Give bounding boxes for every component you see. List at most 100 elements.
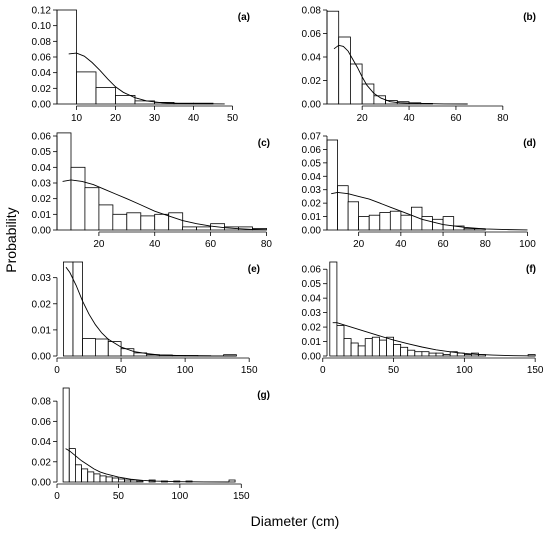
histogram-bar: [136, 480, 144, 483]
histogram-bar: [140, 215, 156, 231]
x-tick-label: 20: [93, 239, 105, 250]
histogram-panel: 0.00 0.01 0.02 0.03 0.04 0.05 0.06 0.07 20 40 60 80…: [302, 132, 537, 251]
histogram-bar: [463, 228, 476, 231]
histogram-bar: [428, 352, 437, 357]
histogram-bar: [364, 338, 373, 357]
x-tick-label: 60: [437, 239, 449, 250]
x-tick-label: 100: [172, 491, 189, 502]
y-tick-label: 0.02: [32, 457, 52, 468]
histogram-bar: [421, 351, 430, 357]
panel-label: (d): [523, 138, 536, 149]
y-tick-label: 0.03: [302, 185, 322, 196]
histogram-bar: [95, 338, 109, 357]
histogram-bar: [93, 473, 101, 483]
y-tick-label: 0.00: [32, 478, 52, 489]
histogram-bar: [407, 349, 416, 357]
histogram-bar: [329, 261, 338, 357]
histogram-bar: [120, 348, 135, 357]
y-axis-title: Probability: [3, 207, 19, 272]
y-tick-label: 0.00: [302, 226, 322, 237]
histogram-bar: [349, 63, 363, 105]
y-tick-label: 0.03: [32, 179, 52, 190]
x-tick-label: 80: [480, 239, 492, 250]
y-tick-label: 0.04: [302, 53, 322, 64]
x-tick-label: 10: [71, 113, 83, 124]
y-tick-label: 0.04: [32, 437, 52, 448]
histogram-bar: [95, 87, 116, 105]
panel-label: (f): [526, 264, 536, 275]
histogram-bar: [361, 83, 375, 105]
fitted-curve: [331, 191, 528, 231]
x-tick-label: 100: [519, 239, 536, 250]
x-tick-label: 50: [227, 113, 239, 124]
histogram-bar: [336, 325, 345, 357]
x-tick-label: 50: [388, 365, 400, 376]
histogram-bar: [182, 226, 198, 231]
histogram-bar: [196, 226, 212, 231]
histogram-bar: [378, 339, 387, 357]
fitted-curve: [65, 448, 230, 483]
fitted-curve: [332, 322, 536, 357]
y-tick-label: 0.02: [32, 299, 52, 310]
histogram-bar: [112, 213, 128, 231]
y-tick-label: 0.06: [302, 145, 322, 156]
y-tick-label: 0.00: [302, 352, 322, 363]
fitted-curve: [68, 52, 225, 105]
y-tick-label: 0.00: [32, 100, 52, 111]
y-tick-label: 0.06: [302, 265, 322, 276]
histogram-bar: [368, 214, 381, 231]
x-tick-label: 20: [357, 113, 369, 124]
histogram-panel: 0.00 0.01 0.02 0.03 0 50 100 150 (e): [32, 261, 260, 376]
panel-label: (c): [258, 138, 270, 149]
histogram-bar: [463, 354, 472, 357]
histogram-bar: [326, 139, 339, 231]
histogram-panel: 0.00 0.01 0.02 0.03 0.04 0.05 0.06 20 40 60 80 (c): [32, 132, 273, 251]
histogram-bar: [168, 212, 184, 231]
x-tick-label: 100: [456, 365, 473, 376]
y-tick-label: 0.06: [32, 417, 52, 428]
y-tick-label: 0.02: [32, 194, 52, 205]
histogram-bar: [389, 210, 402, 231]
x-tick-label: 40: [395, 239, 407, 250]
y-tick-label: 0.02: [302, 76, 322, 87]
histogram-bar: [115, 95, 136, 105]
histogram-panel: 0.00 0.02 0.04 0.06 0.08 20 40 60 80 (b): [302, 6, 536, 125]
histogram-bar: [421, 216, 433, 231]
y-tick-label: 0.03: [302, 308, 322, 319]
y-tick-label: 0.04: [302, 294, 322, 305]
y-tick-label: 0.10: [32, 21, 52, 32]
y-tick-label: 0.04: [302, 172, 322, 183]
histogram-bar: [124, 479, 132, 483]
panel-label: (g): [257, 390, 270, 401]
x-tick-label: 60: [205, 239, 217, 250]
y-tick-label: 0.06: [32, 53, 52, 64]
y-tick-label: 0.06: [302, 29, 322, 40]
x-axis-title: Diameter (cm): [251, 513, 340, 529]
y-tick-label: 0.05: [302, 158, 322, 169]
x-tick-label: 40: [188, 113, 200, 124]
histogram-bar: [75, 464, 82, 483]
histogram-bar: [118, 478, 125, 483]
histogram-bar: [350, 342, 359, 357]
histogram-bar: [393, 343, 402, 357]
histogram-bar: [105, 476, 113, 483]
fitted-curve: [62, 179, 267, 231]
histogram-bar: [99, 475, 107, 483]
x-tick-label: 20: [110, 113, 122, 124]
histogram-bar: [81, 468, 89, 483]
histogram-bar: [82, 338, 96, 357]
histogram-bar: [357, 345, 366, 357]
fitted-curve: [333, 44, 468, 105]
histogram-bar: [379, 212, 391, 231]
histogram-bar: [400, 346, 409, 357]
x-tick-label: 40: [149, 239, 161, 250]
y-tick-label: 0.07: [302, 132, 322, 143]
panel-label: (b): [523, 12, 536, 23]
x-tick-label: 40: [403, 113, 415, 124]
histogram-bar: [56, 9, 77, 105]
histogram-bar: [70, 166, 86, 231]
histogram-bar: [326, 10, 340, 105]
x-tick-label: 150: [233, 491, 250, 502]
x-tick-label: 150: [527, 365, 544, 376]
